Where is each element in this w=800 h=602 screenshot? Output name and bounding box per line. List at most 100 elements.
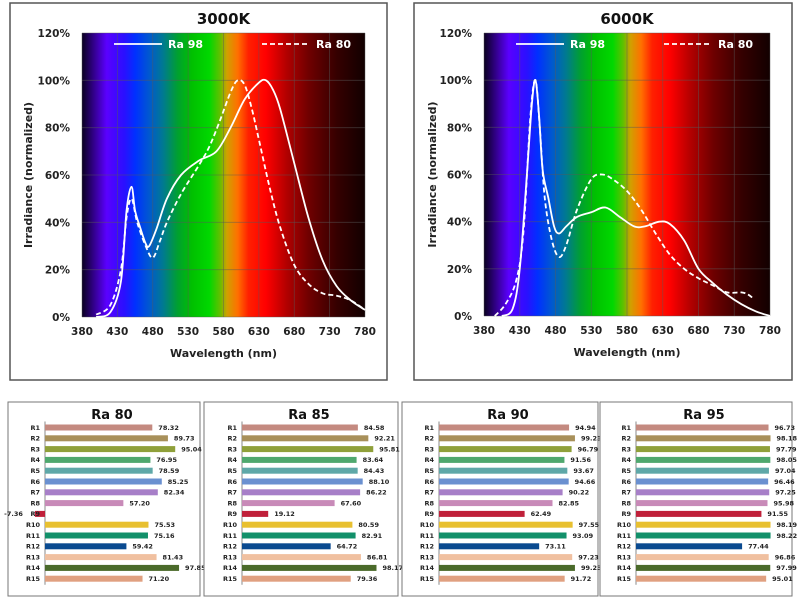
x-tick-label: 730 [319, 326, 341, 338]
x-tick-label: 380 [473, 325, 495, 337]
spectrum-chart-3000K: 0% 20% 40% 60% 80% 100% 120% 380 430 480 530 580 630… [9, 2, 388, 381]
category-label: R10 [420, 521, 435, 529]
x-tick-label: 630 [248, 326, 270, 338]
bar-r13 [45, 554, 157, 561]
category-label: R7 [621, 489, 631, 497]
data-label: 59.42 [132, 543, 153, 551]
y-tick-label: 80% [45, 123, 71, 135]
category-label: R12 [26, 543, 40, 551]
category-label: R10 [26, 521, 41, 529]
y-axis-label: Irradiance (normalized) [22, 102, 35, 248]
category-label: R11 [420, 532, 435, 540]
category-label: R14 [420, 564, 435, 572]
data-label: 82.85 [559, 499, 580, 507]
data-label: 95.81 [379, 445, 400, 453]
data-label: 80.59 [358, 521, 379, 529]
bar-r6 [45, 478, 162, 485]
data-label: 62.49 [531, 510, 552, 518]
data-label: 97.04 [775, 467, 796, 475]
category-label: R3 [424, 445, 434, 453]
data-label: 71.20 [149, 575, 170, 583]
bar-r6 [242, 478, 363, 485]
category-label: R8 [30, 499, 40, 507]
bar-r12 [636, 543, 743, 550]
bar-r7 [439, 489, 563, 496]
data-label: 90.22 [569, 489, 590, 497]
chart-title: 6000K [600, 10, 655, 28]
bar-r2 [439, 435, 575, 442]
chart-frame [599, 401, 793, 597]
category-label: R11 [26, 532, 41, 540]
y-tick-label: 80% [447, 122, 473, 134]
category-label: R2 [621, 435, 631, 443]
y-tick-label: 20% [45, 265, 71, 277]
category-label: R3 [227, 445, 237, 453]
bar-r4 [439, 456, 565, 463]
bar-r15 [242, 575, 351, 582]
chart-title: Ra 80 [91, 408, 132, 423]
category-label: R6 [227, 478, 237, 486]
x-tick-label: 630 [652, 325, 674, 337]
data-label: 75.16 [154, 532, 175, 540]
data-label: 95.04 [181, 445, 202, 453]
data-label: 99.23 [581, 435, 602, 443]
bar-r9 [439, 510, 525, 517]
cri-bar-chart-ra-95: Ra 95 R1 96.73 R2 98.18 R3 97.79 R4 98.05 R5 97.04… [599, 401, 798, 597]
category-label: R5 [227, 467, 237, 475]
bar-r2 [242, 435, 369, 442]
data-label: 84.58 [364, 424, 385, 432]
category-label: R9 [30, 510, 40, 518]
chart-frame [203, 401, 399, 597]
bar-r11 [636, 532, 771, 539]
data-label: 96.46 [774, 478, 795, 486]
x-tick-label: 430 [509, 325, 531, 337]
category-label: R8 [621, 499, 631, 507]
cri-bar-chart-ra-80: Ra 80 R1 78.32 R2 89.73 R3 95.04 R4 76.95 R5 78.59… [4, 401, 206, 597]
data-label: 77.44 [748, 543, 769, 551]
bar-r12 [242, 543, 331, 550]
bar-r10 [636, 521, 771, 528]
bar-r11 [439, 532, 567, 539]
bar-r13 [242, 554, 361, 561]
bar-r6 [439, 478, 569, 485]
x-tick-label: 480 [142, 326, 164, 338]
bar-r13 [439, 554, 573, 561]
data-label: 91.56 [570, 456, 591, 464]
bar-r14 [242, 564, 377, 571]
data-label: 99.23 [581, 564, 602, 572]
legend-label: Ra 98 [570, 38, 605, 51]
bar-r9 [636, 510, 762, 517]
data-label: 93.67 [573, 467, 594, 475]
chart-title: 3000K [197, 10, 252, 28]
y-axis-label: Irradiance (normalized) [426, 101, 439, 247]
bar-r7 [242, 489, 361, 496]
x-tick-label: 780 [354, 326, 376, 338]
category-label: R12 [617, 543, 631, 551]
category-label: R3 [30, 445, 40, 453]
x-tick-label: 780 [759, 325, 781, 337]
category-label: R15 [617, 575, 632, 583]
data-label: 94.94 [575, 424, 596, 432]
data-label: 98.22 [777, 532, 798, 540]
bar-r4 [45, 456, 151, 463]
x-tick-label: 430 [106, 326, 128, 338]
data-label: 96.73 [775, 424, 796, 432]
chart-title: Ra 85 [288, 408, 329, 423]
bar-r7 [45, 489, 158, 496]
data-label: 96.86 [775, 553, 796, 561]
bar-r13 [636, 554, 769, 561]
bar-r1 [439, 424, 570, 431]
category-label: R1 [424, 424, 434, 432]
data-label: 67.60 [341, 499, 362, 507]
category-label: R4 [424, 456, 434, 464]
y-tick-label: 60% [45, 170, 71, 182]
data-label: 95.01 [772, 575, 793, 583]
data-label: 97.85 [185, 564, 206, 572]
data-label: 97.25 [775, 489, 796, 497]
data-label: 91.72 [571, 575, 592, 583]
bar-r5 [636, 467, 769, 474]
category-label: R7 [227, 489, 237, 497]
data-label: 82.34 [164, 489, 185, 497]
bar-r8 [636, 500, 768, 507]
